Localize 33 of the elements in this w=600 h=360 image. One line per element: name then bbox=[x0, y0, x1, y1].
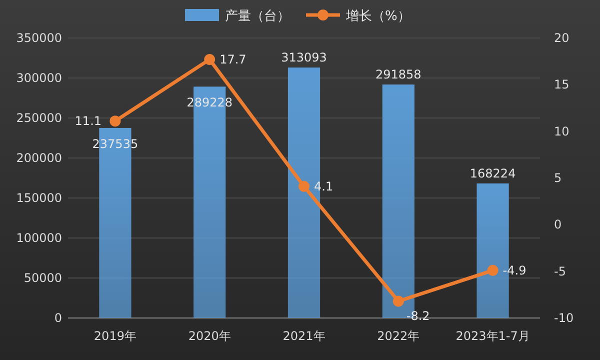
data-label: 11.1 bbox=[74, 114, 102, 128]
y2-tick-label: 0 bbox=[554, 218, 562, 232]
x-tick-label: 2022年 bbox=[377, 329, 420, 343]
y2-tick-label: 5 bbox=[554, 171, 562, 185]
y-tick-label: 0 bbox=[54, 311, 62, 325]
x-tick-label: 2019年 bbox=[94, 329, 136, 343]
y2-tick-label: -10 bbox=[554, 311, 574, 325]
point bbox=[204, 54, 216, 65]
data-label: -8.2 bbox=[406, 309, 430, 324]
y-tick-label: 250000 bbox=[16, 111, 62, 125]
y-tick-label: 350000 bbox=[16, 31, 62, 45]
data-label: 168224 bbox=[470, 166, 516, 180]
y-tick-label: 150000 bbox=[16, 191, 62, 205]
data-label: 17.7 bbox=[220, 52, 246, 66]
y2-tick-label: 10 bbox=[554, 124, 570, 138]
data-label: 313093 bbox=[281, 50, 327, 65]
legend-label: 增长（%） bbox=[345, 9, 410, 24]
y2-tick-label: 15 bbox=[554, 78, 570, 92]
point bbox=[298, 180, 310, 192]
data-label: 291858 bbox=[375, 68, 422, 82]
y2-tick-label: -5 bbox=[554, 264, 566, 278]
x-tick-label: 2020年 bbox=[188, 329, 231, 343]
y-tick-label: 50000 bbox=[24, 271, 62, 285]
y-tick-label: 200000 bbox=[16, 151, 62, 165]
point bbox=[110, 116, 121, 127]
y-tick-label: 300000 bbox=[16, 71, 62, 85]
x-tick-label: 2023年1-7月 bbox=[456, 329, 530, 343]
x-tick-label: 2021年 bbox=[282, 329, 326, 343]
point bbox=[392, 296, 404, 307]
legend-label: 产量（台） bbox=[225, 9, 290, 24]
y-tick-label: 100000 bbox=[16, 231, 62, 245]
y2-tick-label: 20 bbox=[554, 31, 570, 45]
point bbox=[487, 264, 498, 276]
